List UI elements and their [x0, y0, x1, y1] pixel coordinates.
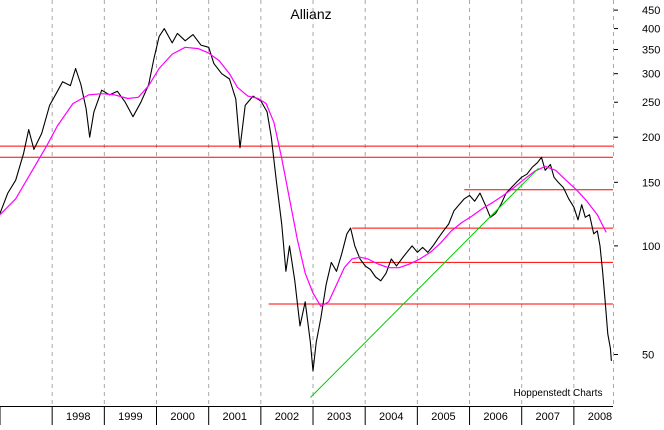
x-tick-label: 2003 [327, 411, 351, 423]
x-tick-label: 2008 [588, 411, 612, 423]
x-axis: 1998 1999 2000 2001 2002 2003 2004 2005 2006 2007… [0, 406, 613, 425]
x-tick-label: 1999 [118, 411, 142, 423]
chart-credit: Hoppenstedt Charts [514, 388, 603, 399]
y-tick-label: 250 [642, 97, 660, 109]
year-grid [51, 0, 614, 406]
y-tick-label: 50 [642, 350, 654, 362]
x-tick-label: 2007 [536, 411, 560, 423]
x-tick-label: 1998 [66, 411, 90, 423]
x-tick-label: 2001 [223, 411, 247, 423]
y-tick-label: 450 [642, 5, 660, 17]
y-tick-label: 100 [642, 241, 660, 253]
resistance-lines [0, 145, 613, 305]
y-tick-label: 150 [642, 177, 660, 189]
x-tick-label: 2005 [431, 411, 455, 423]
x-tick-label: 2004 [379, 411, 403, 423]
y-tick-label: 350 [642, 45, 660, 57]
x-tick-label: 2006 [483, 411, 507, 423]
moving-average-line [0, 46, 607, 307]
y-axis: 450 400 350 300 250 200 150 100 50 [614, 5, 660, 362]
trendline [310, 167, 539, 398]
series-group [0, 28, 612, 372]
price-line [0, 28, 612, 372]
trendline-group [310, 167, 539, 398]
chart-title: Allianz [290, 6, 331, 22]
x-tick-label: 2002 [275, 411, 299, 423]
y-tick-label: 300 [642, 69, 660, 81]
y-tick-label: 200 [642, 132, 660, 144]
y-tick-label: 400 [642, 24, 660, 36]
x-tick-label: 2000 [170, 411, 194, 423]
